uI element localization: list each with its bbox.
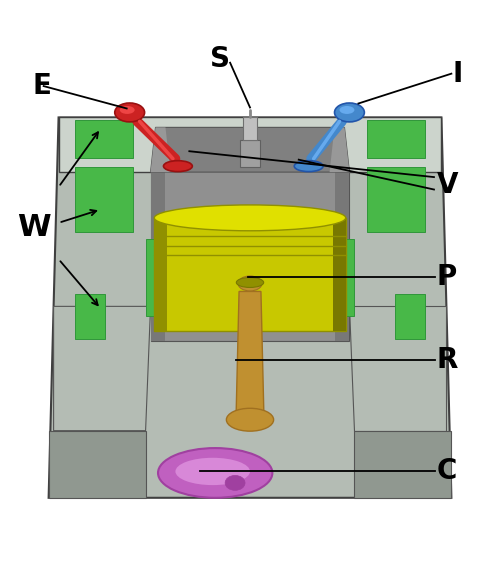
Polygon shape	[154, 218, 346, 331]
Polygon shape	[75, 167, 133, 232]
Polygon shape	[54, 306, 150, 431]
Bar	[146, 239, 156, 316]
Ellipse shape	[225, 475, 245, 490]
Ellipse shape	[226, 408, 274, 431]
Text: R: R	[436, 346, 458, 374]
Polygon shape	[58, 118, 442, 172]
Bar	[344, 239, 354, 316]
Text: V: V	[436, 171, 458, 199]
Text: W: W	[18, 213, 51, 242]
Polygon shape	[350, 306, 446, 431]
Bar	[240, 140, 260, 167]
Ellipse shape	[236, 278, 264, 288]
Ellipse shape	[154, 205, 346, 231]
Text: P: P	[436, 262, 456, 291]
Bar	[243, 118, 257, 140]
Polygon shape	[150, 167, 166, 341]
Text: C: C	[436, 458, 457, 485]
Ellipse shape	[334, 103, 364, 122]
Polygon shape	[367, 167, 425, 232]
Polygon shape	[354, 431, 452, 498]
Ellipse shape	[115, 103, 144, 122]
Ellipse shape	[340, 106, 354, 114]
Polygon shape	[154, 218, 166, 331]
Polygon shape	[150, 167, 350, 341]
Text: I: I	[453, 60, 463, 88]
Ellipse shape	[238, 276, 262, 291]
Polygon shape	[236, 292, 264, 415]
Text: E: E	[32, 72, 51, 100]
Ellipse shape	[176, 458, 250, 485]
Polygon shape	[48, 431, 146, 498]
Ellipse shape	[164, 160, 192, 172]
Polygon shape	[334, 218, 345, 331]
Polygon shape	[330, 127, 349, 172]
Polygon shape	[150, 127, 171, 172]
Polygon shape	[367, 120, 425, 158]
Bar	[395, 294, 425, 339]
Ellipse shape	[294, 160, 323, 172]
Ellipse shape	[158, 448, 272, 498]
Polygon shape	[75, 120, 133, 158]
Text: S: S	[210, 44, 230, 73]
Polygon shape	[334, 167, 349, 341]
Polygon shape	[48, 118, 452, 498]
Bar	[75, 294, 105, 339]
Polygon shape	[150, 127, 350, 172]
Ellipse shape	[120, 106, 134, 114]
